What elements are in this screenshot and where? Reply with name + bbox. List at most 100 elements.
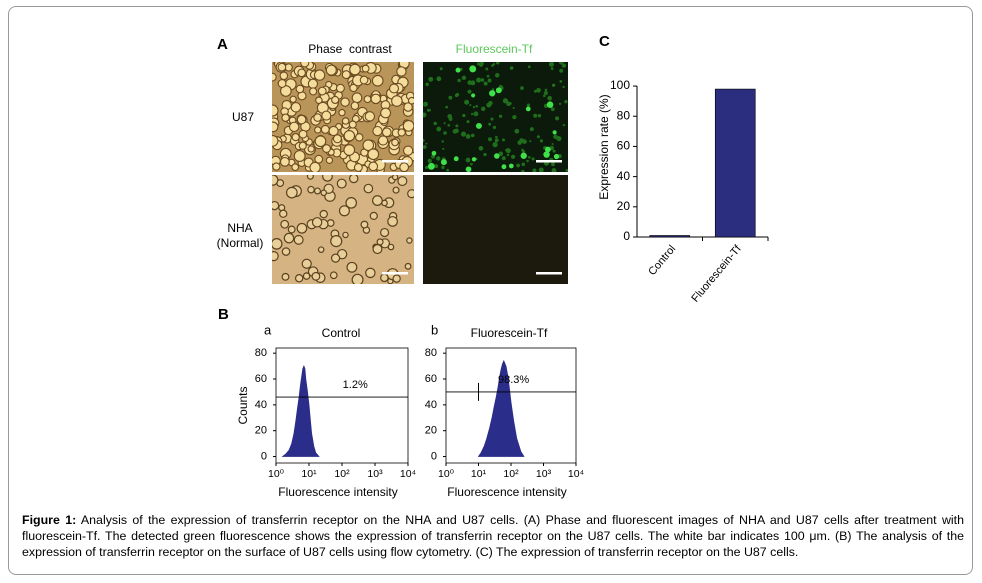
bar [649, 235, 691, 238]
x-tick-label: 10⁰ [438, 468, 455, 480]
cell [277, 62, 287, 72]
cell [331, 95, 340, 105]
cell [361, 64, 370, 73]
cell [465, 157, 471, 163]
cell [425, 165, 429, 169]
cell [370, 93, 382, 105]
cell [404, 262, 412, 270]
cell [349, 83, 358, 93]
x-tick-label: Fluorescein-Tf [689, 242, 744, 304]
cell [525, 106, 531, 112]
x-tick-label: 10¹ [301, 468, 317, 480]
cell [436, 76, 442, 82]
cell [377, 135, 389, 146]
histogram-area [477, 359, 525, 457]
cell [293, 150, 306, 163]
cell [462, 113, 466, 118]
cell [465, 134, 471, 139]
x-tick-label: 10³ [367, 468, 383, 480]
y-tick-label: 60 [617, 139, 631, 153]
y-tick-label: 0 [623, 229, 630, 243]
cell [291, 163, 300, 172]
cell [397, 128, 406, 137]
cell [552, 149, 556, 153]
cell [402, 145, 414, 156]
cell [396, 66, 407, 77]
cell [520, 86, 524, 90]
cell [272, 251, 279, 262]
cell [495, 87, 502, 94]
cell [376, 238, 384, 246]
cell [397, 176, 408, 187]
cell [320, 124, 330, 134]
cell [272, 238, 283, 250]
cell [321, 110, 332, 121]
cell [387, 243, 395, 251]
cell [285, 186, 298, 199]
cell [319, 209, 328, 219]
cell [425, 142, 428, 145]
cell [529, 127, 534, 132]
cell [380, 107, 392, 119]
caption-text: Analysis of the expression of transferri… [22, 513, 964, 559]
cell [338, 108, 346, 117]
x-tick-label: Control [646, 243, 678, 278]
cell [559, 68, 564, 73]
scale-bar [382, 272, 408, 275]
cell [272, 134, 279, 147]
y-tick-label: 100 [610, 78, 630, 92]
cell [505, 148, 508, 152]
cell [425, 82, 429, 87]
cell [472, 106, 476, 109]
cell [322, 175, 333, 182]
cell [470, 162, 473, 166]
cell [488, 122, 492, 126]
cell [348, 175, 359, 184]
cell [529, 140, 532, 143]
cell [336, 178, 347, 189]
cell [428, 162, 435, 170]
cell [536, 135, 540, 139]
y-tick-label: 60 [255, 373, 267, 385]
cell [314, 154, 324, 164]
cell [343, 144, 356, 156]
cell [475, 104, 478, 108]
cell [490, 117, 494, 121]
cell [473, 111, 479, 117]
x-tick-label: 10² [503, 468, 519, 480]
cell [363, 183, 374, 194]
cell [402, 120, 414, 132]
cell [454, 128, 459, 134]
cell [469, 65, 477, 73]
y-tick-label: 40 [425, 399, 437, 411]
cell [483, 81, 488, 86]
cell [470, 80, 476, 86]
cell [290, 102, 302, 113]
cell [543, 90, 549, 96]
cell [479, 63, 484, 67]
chart-title: Fluorescein-Tf [471, 326, 548, 340]
cell [317, 86, 327, 96]
cell [341, 70, 351, 80]
x-tick-label: 10² [334, 468, 350, 480]
cell [464, 99, 470, 105]
cell [471, 93, 476, 98]
cell [298, 141, 307, 150]
cell [556, 135, 562, 142]
micrograph [272, 175, 414, 284]
cell [407, 189, 414, 199]
cell [351, 273, 364, 284]
cell [447, 114, 453, 119]
cell [272, 121, 279, 133]
cell [485, 67, 489, 71]
cell [363, 95, 372, 104]
cell [355, 133, 364, 142]
cell [527, 65, 531, 69]
cell [289, 95, 297, 103]
cell [498, 114, 503, 118]
x-tick-label: 10⁴ [568, 468, 584, 480]
cell [445, 105, 448, 109]
cell [562, 123, 566, 127]
cell [423, 138, 425, 143]
cell [279, 71, 289, 81]
